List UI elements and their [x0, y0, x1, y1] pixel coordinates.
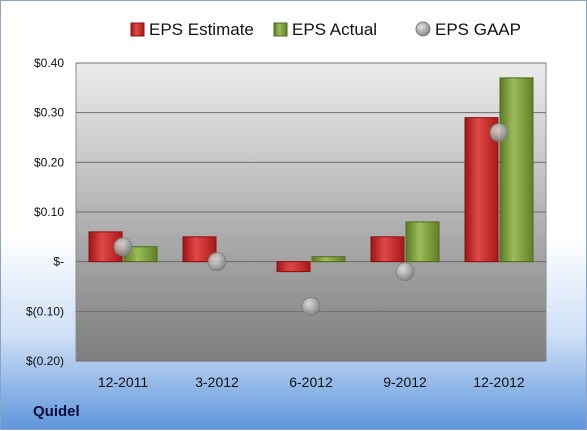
eps-gaap-marker — [489, 123, 509, 143]
legend: EPS Estimate EPS Actual EPS GAAP — [130, 20, 521, 39]
x-category-label: 3-2012 — [195, 374, 239, 390]
eps-estimate-bar — [276, 261, 311, 273]
eps-actual-bar — [311, 256, 346, 263]
eps-estimate-bar — [464, 117, 499, 263]
legend-swatch-eps-gaap — [415, 21, 431, 37]
eps-gaap-marker — [301, 296, 321, 316]
x-category-label: 9-2012 — [383, 374, 427, 390]
x-category-label: 6-2012 — [289, 374, 333, 390]
eps-actual-bar — [499, 77, 534, 263]
company-label: Quidel — [33, 403, 80, 420]
legend-label: EPS Estimate — [149, 20, 254, 39]
legend-swatch-eps-actual — [273, 22, 288, 37]
y-tick-label: $(0.20) — [26, 354, 64, 368]
y-axis-ticks: $0.40 $0.30 $0.20 $0.10 $- $(0.10) $(0.20) — [26, 56, 64, 368]
legend-swatch-eps-estimate — [130, 22, 145, 37]
y-tick-label: $(0.10) — [26, 304, 64, 318]
x-category-label: 12-2011 — [98, 374, 149, 390]
y-tick-label: $0.30 — [34, 106, 64, 120]
y-tick-label: $- — [53, 255, 64, 269]
eps-estimate-bar — [370, 236, 405, 263]
legend-label: EPS Actual — [292, 20, 377, 39]
eps-gaap-marker — [395, 262, 415, 282]
eps-gaap-marker — [207, 252, 227, 272]
y-tick-label: $0.40 — [34, 56, 64, 70]
x-category-label: 12-2012 — [473, 374, 525, 390]
eps-gaap-marker — [113, 237, 133, 257]
x-axis-labels: 12-2011 3-2012 6-2012 9-2012 12-2012 — [98, 374, 525, 390]
gaap-markers — [113, 123, 509, 316]
eps-actual-bar — [405, 221, 440, 263]
y-tick-label: $0.20 — [34, 155, 64, 169]
legend-label: EPS GAAP — [435, 20, 521, 39]
y-tick-label: $0.10 — [34, 205, 64, 219]
